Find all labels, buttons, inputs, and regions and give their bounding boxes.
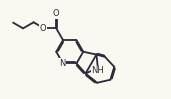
Text: O: O [53, 10, 60, 19]
Text: NH: NH [91, 66, 104, 75]
Text: N: N [59, 59, 65, 68]
Text: O: O [40, 24, 46, 33]
